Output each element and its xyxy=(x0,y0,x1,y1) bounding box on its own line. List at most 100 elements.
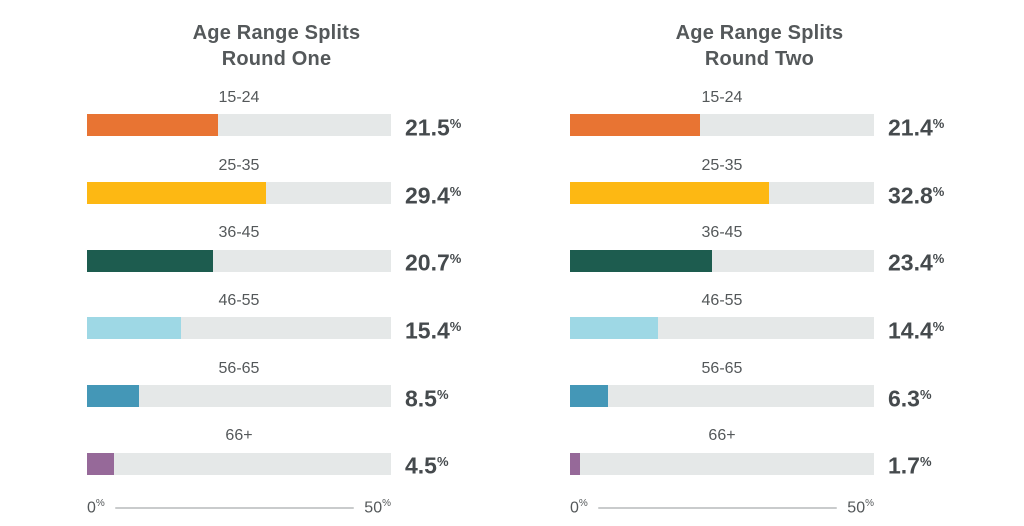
bar-value-number: 21.4 xyxy=(888,114,933,141)
bar-track xyxy=(570,317,874,340)
bar-line: 8.5% xyxy=(87,383,466,410)
bar-row: 15-24 21.5% xyxy=(87,88,466,139)
chart-round-two: Age Range Splits Round Two 15-24 21.4% 2… xyxy=(570,20,949,517)
bar-value-number: 8.5 xyxy=(405,385,437,412)
bar-row: 36-45 23.4% xyxy=(570,223,949,274)
bar-line: 29.4% xyxy=(87,180,466,207)
bar-value: 8.5% xyxy=(405,383,449,410)
bar-value-number: 6.3 xyxy=(888,385,920,412)
bar-fill xyxy=(87,384,139,407)
axis-start-label: 0% xyxy=(87,497,105,517)
bar-value: 14.4% xyxy=(888,315,944,342)
bar-category-label: 36-45 xyxy=(701,224,743,242)
bar-fill xyxy=(87,452,115,475)
bar-track xyxy=(570,181,874,204)
bar-track xyxy=(87,249,391,272)
chart-round-one: Age Range Splits Round One 15-24 21.5% 2… xyxy=(87,20,466,517)
axis-end-label: 50% xyxy=(364,497,391,517)
bar-value-number: 32.8 xyxy=(888,182,933,209)
bar-value-number: 4.5 xyxy=(405,452,437,479)
bar-track xyxy=(570,249,874,272)
bar-category-label: 46-55 xyxy=(701,291,743,309)
bar-fill xyxy=(87,114,218,137)
bar-category-label: 25-35 xyxy=(701,156,743,174)
bar-row: 25-35 29.4% xyxy=(87,156,466,207)
bar-line: 21.5% xyxy=(87,112,466,139)
axis-line xyxy=(597,506,838,509)
chart-title-line1: Age Range Splits xyxy=(675,22,844,44)
percent-sign: % xyxy=(382,497,391,509)
bar-track xyxy=(570,384,874,407)
bar-track xyxy=(87,452,391,475)
bar-row: 56-65 8.5% xyxy=(87,359,466,410)
bar-value-number: 14.4 xyxy=(888,317,933,344)
bar-value: 6.3% xyxy=(888,383,932,410)
bar-row: 36-45 20.7% xyxy=(87,223,466,274)
bar-category-label: 36-45 xyxy=(218,224,260,242)
bar-rows: 15-24 21.5% 25-35 29.4% 36-45 20.7% 46-5… xyxy=(87,88,466,477)
bar-row: 56-65 6.3% xyxy=(570,359,949,410)
bar-track xyxy=(87,384,391,407)
bar-rows: 15-24 21.4% 25-35 32.8% 36-45 23.4% 46-5… xyxy=(570,88,949,477)
chart-title-line2: Round Two xyxy=(704,48,815,70)
bar-value: 15.4% xyxy=(405,315,461,342)
bar-value: 32.8% xyxy=(888,180,944,207)
bar-line: 23.4% xyxy=(570,247,949,274)
bar-fill xyxy=(570,317,658,340)
bar-line: 32.8% xyxy=(570,180,949,207)
bar-line: 15.4% xyxy=(87,315,466,342)
bar-value: 29.4% xyxy=(405,180,461,207)
bar-line: 1.7% xyxy=(570,450,949,477)
bar-row: 15-24 21.4% xyxy=(570,88,949,139)
bar-row: 66+ 4.5% xyxy=(87,426,466,477)
bar-fill xyxy=(570,181,770,204)
bar-category-label: 56-65 xyxy=(701,359,743,377)
bar-track xyxy=(87,114,391,137)
percent-sign: % xyxy=(95,497,105,509)
bar-fill xyxy=(87,317,181,340)
bar-line: 4.5% xyxy=(87,450,466,477)
percent-sign: % xyxy=(932,318,945,334)
bar-category-label: 15-24 xyxy=(218,89,260,106)
x-axis: 0% 50% xyxy=(570,498,874,517)
bar-track xyxy=(87,181,391,204)
bar-value-number: 20.7 xyxy=(405,249,450,276)
bar-value: 21.5% xyxy=(405,112,461,139)
bar-track xyxy=(570,452,874,475)
bar-value-number: 29.4 xyxy=(405,182,450,209)
chart-title-line1: Age Range Splits xyxy=(192,22,361,44)
percent-sign: % xyxy=(919,454,932,470)
bar-row: 66+ 1.7% xyxy=(570,426,949,477)
bar-value: 21.4% xyxy=(888,112,944,139)
bar-category-label: 66+ xyxy=(225,427,253,445)
bar-category-label: 15-24 xyxy=(701,89,743,106)
bar-value: 4.5% xyxy=(405,450,449,477)
percent-sign: % xyxy=(449,318,462,334)
percent-sign: % xyxy=(932,251,945,267)
chart-title: Age Range Splits Round Two xyxy=(570,20,949,72)
bar-category-label: 66+ xyxy=(708,427,736,445)
bar-line: 21.4% xyxy=(570,112,949,139)
bar-line: 14.4% xyxy=(570,315,949,342)
bar-fill xyxy=(570,452,581,475)
x-axis: 0% 50% xyxy=(87,498,391,517)
bar-track xyxy=(87,317,391,340)
bar-value-number: 15.4 xyxy=(405,317,450,344)
percent-sign: % xyxy=(436,454,449,470)
chart-title-line2: Round One xyxy=(221,48,332,70)
bar-fill xyxy=(87,249,213,272)
bar-fill xyxy=(570,114,701,137)
bar-line: 6.3% xyxy=(570,383,949,410)
bar-line: 20.7% xyxy=(87,247,466,274)
percent-sign: % xyxy=(578,497,588,509)
bar-fill xyxy=(570,249,713,272)
bar-category-label: 25-35 xyxy=(218,156,260,174)
bar-value: 1.7% xyxy=(888,450,932,477)
bar-row: 46-55 14.4% xyxy=(570,291,949,342)
percent-sign: % xyxy=(932,116,945,131)
bar-value: 23.4% xyxy=(888,247,944,274)
percent-sign: % xyxy=(449,183,462,199)
percent-sign: % xyxy=(919,386,932,402)
